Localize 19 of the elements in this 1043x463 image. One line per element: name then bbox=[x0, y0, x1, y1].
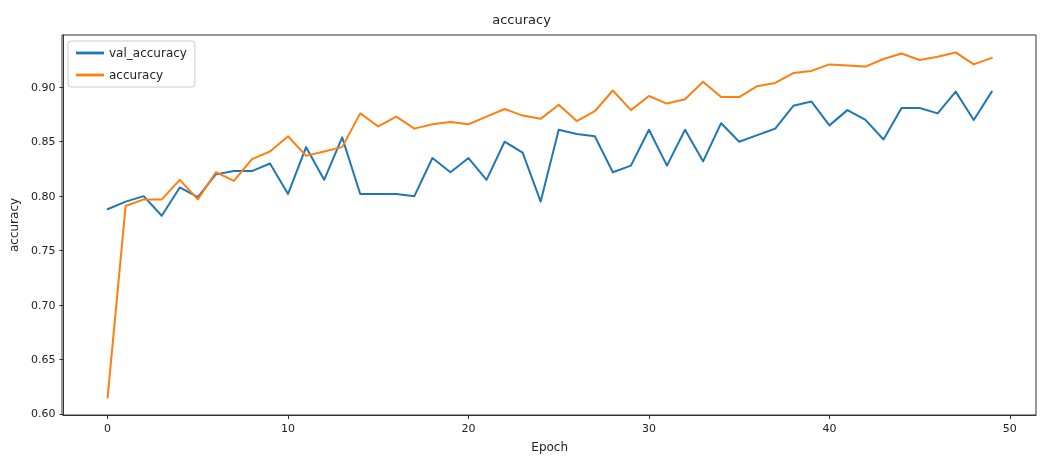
chart-title: accuracy bbox=[492, 12, 552, 27]
x-tick-label: 10 bbox=[281, 422, 296, 435]
x-tick-label: 0 bbox=[104, 422, 112, 435]
y-tick-label: 0.90 bbox=[30, 80, 56, 94]
y-tick-label: 0.60 bbox=[30, 407, 56, 421]
x-tick-label: 20 bbox=[461, 422, 476, 435]
x-tick-label: 30 bbox=[641, 422, 656, 435]
y-axis-title: accuracy bbox=[7, 197, 21, 253]
y-tick-label: 0.65 bbox=[30, 352, 56, 366]
y-tick-label: 0.70 bbox=[30, 298, 56, 312]
x-tick-label: 40 bbox=[822, 422, 837, 435]
legend-label: val_accuracy bbox=[109, 46, 187, 60]
y-tick-label: 0.75 bbox=[30, 244, 56, 258]
x-tick-label: 50 bbox=[1002, 422, 1017, 435]
y-tick-label: 0.85 bbox=[30, 135, 56, 149]
y-tick-label: 0.80 bbox=[30, 189, 56, 203]
x-axis-title: Epoch bbox=[531, 440, 569, 454]
legend-label: accuracy bbox=[109, 68, 164, 82]
line-series bbox=[106, 90, 993, 217]
